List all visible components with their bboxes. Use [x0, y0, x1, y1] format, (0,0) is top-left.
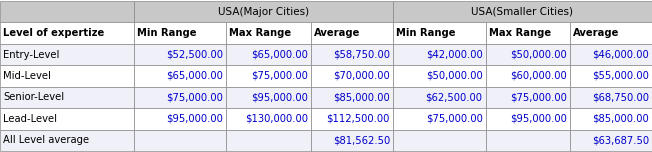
- Bar: [486, 108, 570, 130]
- Bar: [134, 44, 226, 65]
- Text: Max Range: Max Range: [488, 28, 551, 38]
- Bar: [226, 22, 311, 44]
- Text: $75,000.00: $75,000.00: [167, 92, 224, 102]
- Bar: [0, 65, 134, 87]
- Bar: [134, 87, 226, 108]
- Text: Mid-Level: Mid-Level: [3, 71, 51, 81]
- Text: $70,000.00: $70,000.00: [333, 71, 390, 81]
- Bar: [570, 87, 652, 108]
- Text: USA(Major Cities): USA(Major Cities): [218, 7, 309, 17]
- Bar: [311, 87, 393, 108]
- Bar: [0, 44, 134, 65]
- Bar: [486, 22, 570, 44]
- Text: $95,000.00: $95,000.00: [251, 92, 308, 102]
- Text: $52,500.00: $52,500.00: [166, 50, 224, 60]
- Bar: [570, 108, 652, 130]
- Text: $50,000.00: $50,000.00: [426, 71, 482, 81]
- Bar: [134, 130, 226, 151]
- Bar: [570, 130, 652, 151]
- Text: Average: Average: [314, 28, 360, 38]
- Bar: [393, 22, 486, 44]
- Bar: [0, 87, 134, 108]
- Bar: [226, 108, 311, 130]
- Bar: [226, 130, 311, 151]
- Text: $55,000.00: $55,000.00: [592, 71, 649, 81]
- Bar: [311, 130, 393, 151]
- Text: $42,000.00: $42,000.00: [426, 50, 482, 60]
- Text: $85,000.00: $85,000.00: [333, 92, 390, 102]
- Text: $75,000.00: $75,000.00: [426, 114, 482, 124]
- Bar: [134, 22, 226, 44]
- Bar: [0, 108, 134, 130]
- Text: Lead-Level: Lead-Level: [3, 114, 57, 124]
- Bar: [570, 22, 652, 44]
- Text: Average: Average: [573, 28, 619, 38]
- Bar: [393, 87, 486, 108]
- Bar: [226, 65, 311, 87]
- Bar: [393, 108, 486, 130]
- Text: Max Range: Max Range: [230, 28, 291, 38]
- Bar: [393, 1, 652, 22]
- Bar: [226, 44, 311, 65]
- Bar: [486, 65, 570, 87]
- Bar: [486, 87, 570, 108]
- Bar: [570, 44, 652, 65]
- Bar: [393, 44, 486, 65]
- Text: $46,000.00: $46,000.00: [592, 50, 649, 60]
- Text: Entry-Level: Entry-Level: [3, 50, 59, 60]
- Bar: [486, 130, 570, 151]
- Text: $63,687.50: $63,687.50: [592, 135, 649, 145]
- Text: $85,000.00: $85,000.00: [592, 114, 649, 124]
- Text: Min Range: Min Range: [396, 28, 455, 38]
- Text: All Level average: All Level average: [3, 135, 89, 145]
- Bar: [486, 44, 570, 65]
- Text: USA(Smaller Cities): USA(Smaller Cities): [471, 7, 574, 17]
- Text: Senior-Level: Senior-Level: [3, 92, 64, 102]
- Bar: [311, 44, 393, 65]
- Text: $75,000.00: $75,000.00: [510, 92, 567, 102]
- Bar: [393, 65, 486, 87]
- Text: $68,750.00: $68,750.00: [592, 92, 649, 102]
- Text: $62,500.00: $62,500.00: [426, 92, 482, 102]
- Text: $130,000.00: $130,000.00: [244, 114, 308, 124]
- Bar: [134, 108, 226, 130]
- Bar: [311, 65, 393, 87]
- Text: Min Range: Min Range: [137, 28, 196, 38]
- Bar: [134, 1, 393, 22]
- Text: $50,000.00: $50,000.00: [510, 50, 567, 60]
- Bar: [0, 130, 134, 151]
- Text: $95,000.00: $95,000.00: [167, 114, 224, 124]
- Bar: [134, 65, 226, 87]
- Bar: [311, 108, 393, 130]
- Text: $112,500.00: $112,500.00: [327, 114, 390, 124]
- Text: $65,000.00: $65,000.00: [251, 50, 308, 60]
- Text: $75,000.00: $75,000.00: [251, 71, 308, 81]
- Bar: [311, 22, 393, 44]
- Bar: [570, 65, 652, 87]
- Text: $95,000.00: $95,000.00: [510, 114, 567, 124]
- Bar: [226, 87, 311, 108]
- Text: $60,000.00: $60,000.00: [510, 71, 567, 81]
- Text: Level of expertize: Level of expertize: [3, 28, 104, 38]
- Bar: [0, 22, 134, 44]
- Text: $81,562.50: $81,562.50: [333, 135, 390, 145]
- Bar: [393, 130, 486, 151]
- Text: $65,000.00: $65,000.00: [167, 71, 224, 81]
- Text: $58,750.00: $58,750.00: [333, 50, 390, 60]
- Bar: [0, 1, 134, 22]
